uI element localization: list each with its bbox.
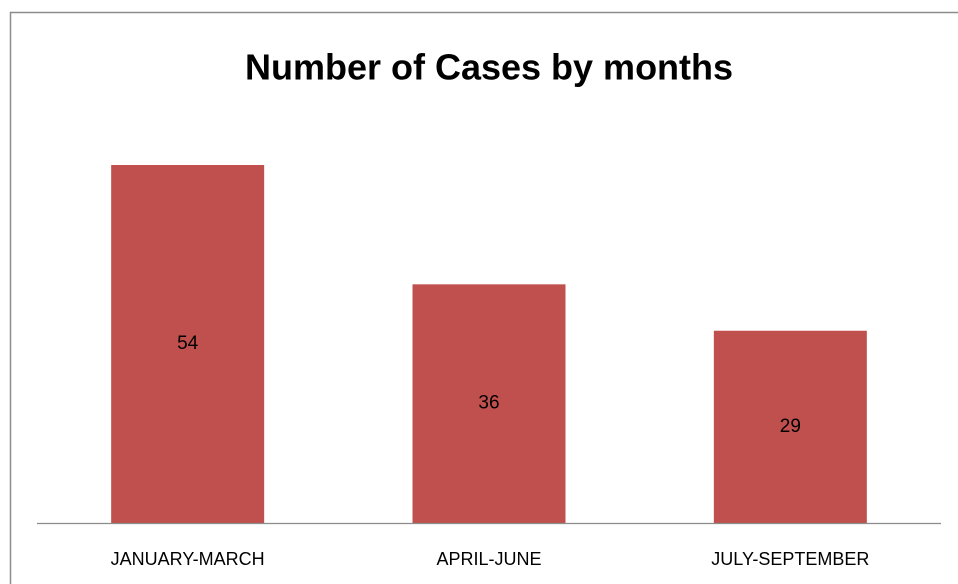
bar (713, 330, 867, 523)
bar (412, 284, 566, 523)
data-label: 36 (478, 393, 499, 414)
x-tick-label: APRIL-JUNE (436, 549, 541, 569)
data-label: 29 (780, 416, 801, 437)
bar (111, 165, 265, 523)
x-tick-label: JULY-SEPTEMBER (711, 549, 869, 569)
data-label: 54 (177, 333, 199, 354)
chart-title: Number of Cases by months (245, 47, 733, 88)
x-tick-label: JANUARY-MARCH (111, 549, 265, 569)
